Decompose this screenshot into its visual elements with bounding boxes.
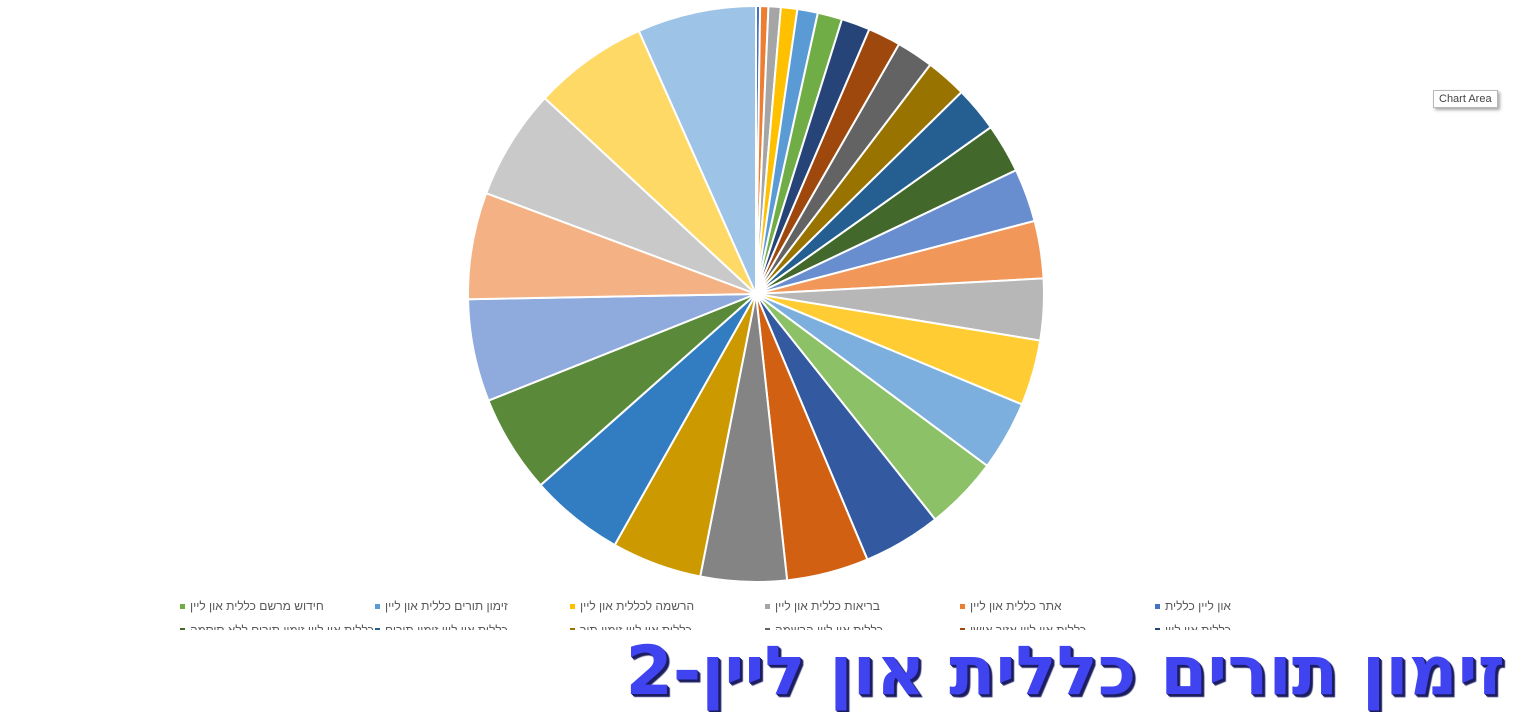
page-title: זימון תורים כללית און ליין-2 (625, 632, 1505, 711)
legend-item: חידוש מרשם כללית און ליין (180, 598, 375, 614)
legend-label: אתר כללית און ליין (970, 599, 1062, 613)
legend-item: כללית און ליין זימון תור (570, 622, 765, 630)
legend-label: בריאות כללית און ליין (775, 599, 880, 613)
legend-swatch (1155, 627, 1160, 630)
legend-swatch (570, 627, 575, 630)
legend-label: הרשמה לכללית און ליין (580, 599, 695, 613)
legend-label: כללית און ליין אזור אישי (970, 623, 1087, 630)
legend-item: אתר כללית און ליין (960, 598, 1155, 614)
legend-item: כללית און ליין הרשמה (765, 622, 960, 630)
legend-swatch (960, 603, 965, 609)
legend-swatch (765, 627, 770, 630)
legend-swatch (765, 603, 770, 609)
legend-label: זימון תורים כללית און ליין (385, 599, 508, 613)
legend-item: זימון תורים כללית און ליין (375, 598, 570, 614)
legend-item: כללית און ליין אזור אישי (960, 622, 1155, 630)
legend-item: כללית און ליין זימון תורים ללא סיסמה (180, 622, 375, 630)
legend-swatch (375, 603, 380, 609)
chart-legend: און ליין כללית אתר כללית און ליין בריאות כ… (180, 598, 1350, 630)
legend-label: און ליין כללית (1165, 599, 1231, 613)
pie-slice-28 (543, 29, 757, 295)
legend-swatch (180, 627, 185, 630)
legend-item: און ליין כללית (1155, 598, 1350, 614)
legend-label: כללית און ליין זימון תורים ללא סיסמה (190, 623, 374, 630)
chart-area-tooltip: Chart Area (1433, 90, 1498, 108)
legend-label: כללית און ליין הרשמה (775, 623, 883, 630)
pie-slice-29 (637, 4, 757, 295)
legend-swatch (960, 627, 965, 630)
legend-item: כללית און ליין זימון תורים (375, 622, 570, 630)
legend-item: הרשמה לכללית און ליין (570, 598, 765, 614)
legend-swatch (180, 603, 185, 609)
legend-swatch (375, 627, 380, 630)
legend-label: כללית און ליין (1165, 623, 1231, 630)
legend-label: כללית און ליין זימון תורים (385, 623, 508, 630)
legend-item: בריאות כללית און ליין (765, 598, 960, 614)
legend-label: כללית און ליין זימון תור (580, 623, 692, 630)
legend-item: כללית און ליין (1155, 622, 1350, 630)
legend-swatch (1155, 603, 1160, 609)
legend-swatch (570, 603, 575, 609)
legend-label: חידוש מרשם כללית און ליין (190, 599, 324, 613)
